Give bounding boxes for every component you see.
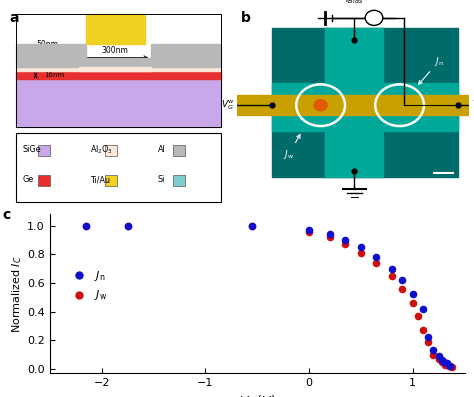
Point: [419, 306, 427, 312]
Bar: [105, 145, 118, 156]
Bar: [325, 131, 383, 177]
Text: $J_{\rm w}$: $J_{\rm w}$: [283, 135, 300, 161]
Point: [388, 273, 396, 279]
Text: $J_{\rm n}$: $J_{\rm n}$: [419, 54, 444, 84]
Bar: [16, 67, 221, 71]
Point: [305, 227, 313, 233]
Point: [440, 358, 447, 365]
Circle shape: [365, 10, 383, 25]
Point: [82, 223, 90, 229]
Point: [248, 223, 256, 229]
Point: [435, 356, 442, 362]
Text: $I_{Bias}$: $I_{Bias}$: [345, 0, 364, 6]
Bar: [16, 44, 86, 67]
Point: [82, 223, 90, 229]
Point: [443, 360, 451, 366]
Point: [373, 260, 380, 266]
Bar: [237, 95, 469, 115]
Text: 16nm: 16nm: [45, 72, 64, 79]
Bar: [16, 71, 221, 79]
Point: [409, 300, 417, 306]
Text: 300nm: 300nm: [102, 46, 128, 55]
Bar: [173, 145, 185, 156]
Text: SiGe: SiGe: [23, 145, 41, 154]
Text: $V_G^{\rm w}$: $V_G^{\rm w}$: [221, 98, 235, 112]
Point: [399, 277, 406, 283]
Point: [341, 241, 349, 248]
Text: Ge: Ge: [23, 175, 34, 184]
Bar: [86, 14, 145, 44]
Point: [446, 363, 454, 369]
Text: $V_G^{\rm n}$: $V_G^{\rm n}$: [472, 98, 474, 112]
Point: [373, 254, 380, 260]
Point: [124, 223, 131, 229]
Point: [341, 237, 349, 243]
Circle shape: [314, 100, 327, 111]
Bar: [79, 67, 151, 71]
Bar: [16, 14, 221, 127]
X-axis label: $V_G\,(V)$: $V_G\,(V)$: [239, 393, 275, 397]
Point: [438, 357, 446, 364]
Y-axis label: Normalized $I_C$: Normalized $I_C$: [10, 255, 24, 333]
Bar: [105, 175, 118, 186]
Bar: [38, 175, 50, 186]
Legend: $J_{\rm n}$, $J_{\rm w}$: $J_{\rm n}$, $J_{\rm w}$: [64, 264, 111, 307]
Point: [409, 291, 417, 298]
Point: [388, 266, 396, 272]
Bar: [38, 145, 50, 156]
Bar: [151, 44, 221, 67]
Bar: [325, 28, 383, 83]
Point: [357, 244, 365, 251]
Point: [248, 223, 256, 229]
Point: [441, 361, 448, 368]
Text: c: c: [2, 208, 10, 222]
Text: b: b: [240, 11, 250, 25]
Bar: [272, 83, 457, 131]
Point: [399, 285, 406, 292]
Point: [424, 334, 432, 341]
Text: Si: Si: [158, 175, 165, 184]
Text: 50nm: 50nm: [36, 40, 59, 49]
Point: [435, 353, 442, 359]
Point: [124, 223, 131, 229]
Text: Al$_2$O$_3$: Al$_2$O$_3$: [90, 144, 113, 156]
Point: [445, 363, 453, 369]
Point: [419, 327, 427, 333]
Bar: [272, 28, 457, 177]
Point: [305, 228, 313, 235]
Point: [424, 339, 432, 345]
Bar: [16, 79, 221, 127]
Bar: [79, 58, 151, 67]
Text: a: a: [9, 11, 19, 25]
Point: [438, 358, 446, 365]
Point: [429, 347, 437, 353]
Point: [448, 364, 456, 371]
Text: Ti/Au: Ti/Au: [90, 175, 110, 184]
Point: [414, 313, 422, 319]
Point: [357, 250, 365, 256]
Bar: [173, 175, 185, 186]
Point: [326, 234, 334, 241]
Point: [429, 351, 437, 358]
Bar: [16, 133, 221, 202]
Text: Al: Al: [158, 145, 165, 154]
Point: [326, 231, 334, 237]
